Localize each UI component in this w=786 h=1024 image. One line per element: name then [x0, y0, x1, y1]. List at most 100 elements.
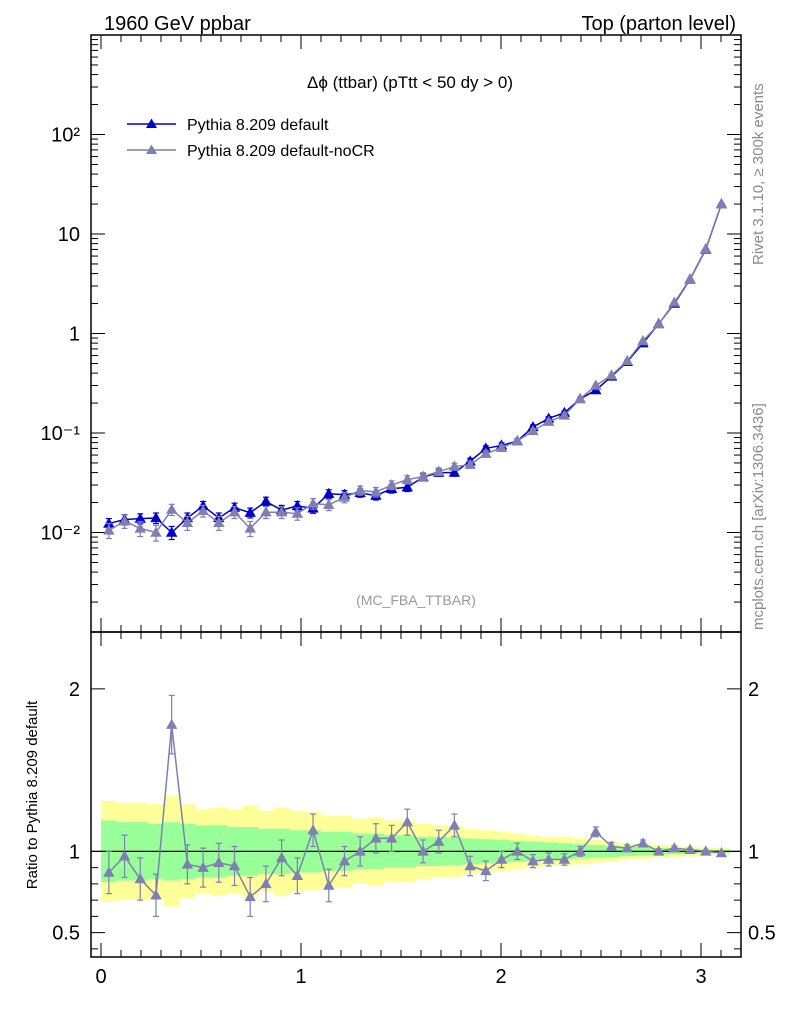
data-point — [165, 503, 178, 514]
data-point — [700, 242, 712, 253]
data-point — [228, 506, 241, 517]
data-point — [323, 487, 335, 498]
main-y-tick-label: 10 — [58, 224, 80, 246]
data-point — [213, 516, 225, 528]
data-point — [605, 369, 618, 380]
data-point — [464, 458, 476, 469]
rivet-label: Rivet 3.1.10, ≥ 300k events — [750, 83, 767, 265]
ratio-point — [370, 832, 382, 843]
ratio-y-tick-label-left: 0.5 — [52, 923, 80, 945]
ratio-point — [700, 845, 712, 856]
series-line — [108, 203, 723, 534]
data-point — [621, 354, 633, 366]
data-point — [652, 318, 665, 329]
data-point — [134, 512, 146, 523]
data-point — [244, 522, 256, 533]
data-point — [417, 470, 429, 481]
ratio-frame — [90, 631, 742, 958]
ratio-point — [385, 832, 398, 843]
main-y-tick-label: 1 — [69, 324, 80, 346]
x-tick-label: 0 — [95, 966, 106, 988]
data-point — [480, 442, 492, 453]
ratio-point — [244, 890, 256, 902]
ratio-point — [527, 855, 539, 866]
data-point — [558, 409, 571, 420]
x-tick-label: 2 — [495, 966, 506, 988]
data-point — [590, 379, 602, 390]
ratio-point — [464, 860, 476, 871]
ratio-point — [652, 845, 665, 856]
ratio-point — [338, 855, 351, 866]
legend-marker-nocr — [146, 144, 157, 154]
ratio-point — [605, 840, 618, 851]
data-point — [448, 466, 461, 477]
main-series — [103, 198, 728, 542]
x-tick-label: 3 — [695, 966, 706, 988]
data-point — [684, 272, 696, 284]
ratio-y-tick-label-right: 2 — [748, 679, 759, 701]
data-point — [150, 511, 162, 523]
ratio-point — [134, 873, 146, 884]
ratio-point — [715, 847, 728, 858]
header-left: 1960 GeV ppbar — [104, 13, 251, 35]
data-point — [150, 526, 162, 537]
ratio-point — [307, 824, 319, 835]
ratio-point — [511, 845, 523, 856]
ratio-point — [590, 825, 602, 837]
ratio-point — [103, 866, 115, 877]
ratio-y-tick-label-right: 0.5 — [748, 923, 776, 945]
data-point — [244, 506, 256, 517]
ratio-point — [684, 843, 696, 854]
data-point — [307, 497, 319, 508]
ratio-point — [574, 845, 586, 856]
data-point — [118, 515, 131, 526]
legend-label-default: Pythia 8.209 default — [187, 117, 329, 134]
ratio-point — [558, 853, 571, 864]
data-point — [495, 441, 508, 452]
ratio-point — [260, 877, 272, 889]
ratio-point — [181, 858, 194, 869]
data-point — [323, 498, 335, 509]
ratio-series — [103, 694, 728, 917]
data-point — [291, 507, 304, 518]
data-point — [134, 522, 146, 533]
series-default — [103, 198, 728, 541]
main-y-tick-label: 10² — [51, 125, 80, 147]
data-point — [181, 516, 194, 528]
data-point — [354, 484, 366, 495]
ratio-line — [108, 724, 722, 899]
main-y-tick-label: 10⁻² — [41, 523, 81, 545]
main-y-tick-label: 10⁻¹ — [41, 423, 81, 445]
ratio-point — [495, 853, 508, 864]
data-point — [103, 517, 115, 528]
main-y-tick-labels: 10⁻² 10⁻¹ 1 10 10² — [41, 125, 81, 545]
main-ticks — [91, 34, 742, 633]
legend-marker-default — [146, 118, 157, 128]
data-point — [574, 392, 586, 404]
ratio-point — [637, 837, 649, 848]
data-point — [715, 198, 728, 209]
main-annotation: (MC_FBA_TTBAR) — [356, 592, 476, 608]
ratio-point — [417, 845, 429, 856]
ratio-y-tick-label-left: 1 — [69, 841, 80, 863]
ratio-ylabel: Ratio to Pythia 8.209 default — [24, 700, 41, 889]
ratio-point — [542, 853, 555, 864]
data-point — [448, 460, 461, 471]
data-point — [370, 486, 382, 497]
data-point — [165, 526, 178, 537]
data-point — [401, 481, 413, 492]
data-point — [668, 296, 681, 307]
ratio-point — [354, 845, 366, 856]
data-point — [103, 524, 115, 535]
ratio-bands — [91, 796, 741, 907]
data-point — [338, 491, 351, 502]
ratio-point — [621, 842, 633, 853]
ratio-point — [213, 856, 225, 867]
legend-label-nocr: Pythia 8.209 default-noCR — [187, 143, 375, 160]
ratio-point — [480, 864, 492, 876]
data-point — [401, 473, 413, 484]
ratio-point — [118, 850, 131, 861]
ratio-series-nocr — [103, 694, 728, 917]
data-point — [260, 506, 272, 517]
